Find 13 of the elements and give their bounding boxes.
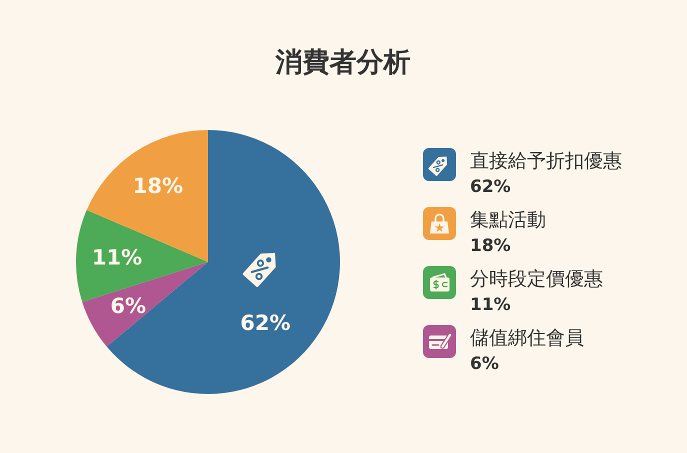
legend-label: 儲值綁住會員 (470, 327, 584, 349)
text: 11% (470, 295, 511, 315)
data-label: 62% (240, 310, 291, 335)
data-label: 6% (110, 294, 146, 318)
legend-label: 分時段定價優惠 (470, 268, 603, 290)
data-label: 11% (92, 246, 142, 270)
legend-label: 集點活動 (470, 209, 546, 231)
chart-title: 消費者分析 (274, 47, 410, 78)
text: 62% (470, 177, 511, 197)
legend-label: 直接給予折扣優惠 (470, 150, 622, 172)
text: 18% (470, 236, 511, 256)
data-label: 18% (132, 174, 183, 198)
text: 6% (470, 354, 499, 374)
